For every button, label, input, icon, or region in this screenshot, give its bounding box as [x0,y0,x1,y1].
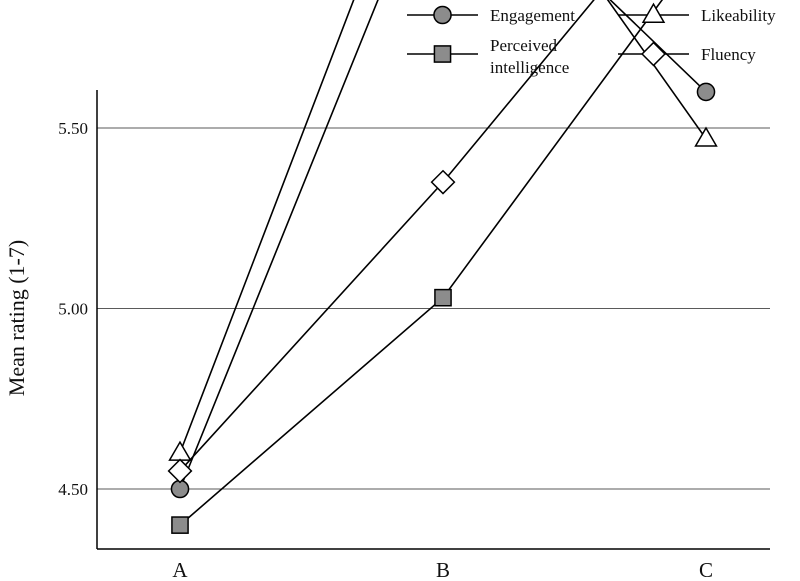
legend-label: Perceived [490,36,558,55]
x-tick-label: A [172,558,188,581]
y-tick-label: 4.50 [58,480,88,499]
legend-item-likeability: Likeability [618,2,776,25]
legend-marker-likeability [641,2,666,23]
data-point-likeability [694,126,718,147]
legend-item-perceived-intelligence: Perceived intelligence [407,36,569,77]
data-point-engagement [696,82,716,102]
legend-marker-engagement [433,5,452,25]
y-axis-label: Mean rating (1-7) [4,240,29,396]
axes [96,90,770,550]
legend: Engagement Likeability Perceived intelligen… [407,2,776,77]
gridlines [97,127,770,490]
data-point-fluency [167,458,193,484]
y-tick-labels: 4.505.005.506.006.50 [58,119,88,499]
x-tick-label: C [699,558,713,581]
y-tick-label: 5.50 [58,119,88,138]
series-lines [179,0,707,526]
legend-marker-perceived-intelligence [433,45,452,63]
legend-item-fluency: Fluency [618,41,756,67]
series-line-engagement [179,0,707,490]
data-point-perceived-intelligence [171,516,189,534]
data-point-fluency [430,169,456,195]
legend-label: Likeability [701,6,776,25]
legend-label: Fluency [701,45,756,64]
legend-label: intelligence [490,58,569,77]
y-tick-label: 5.00 [58,300,88,319]
data-point-likeability [168,440,192,461]
x-tick-labels: A B C [172,558,713,581]
legend-label: Engagement [490,6,575,25]
series-line-fluency [179,0,595,472]
legend-marker-fluency [641,41,666,67]
series-line-perceived-intelligence [179,0,664,526]
legend-item-engagement: Engagement [407,5,575,25]
x-tick-label: B [436,558,450,581]
series-markers [167,82,718,534]
data-point-perceived-intelligence [434,288,452,307]
